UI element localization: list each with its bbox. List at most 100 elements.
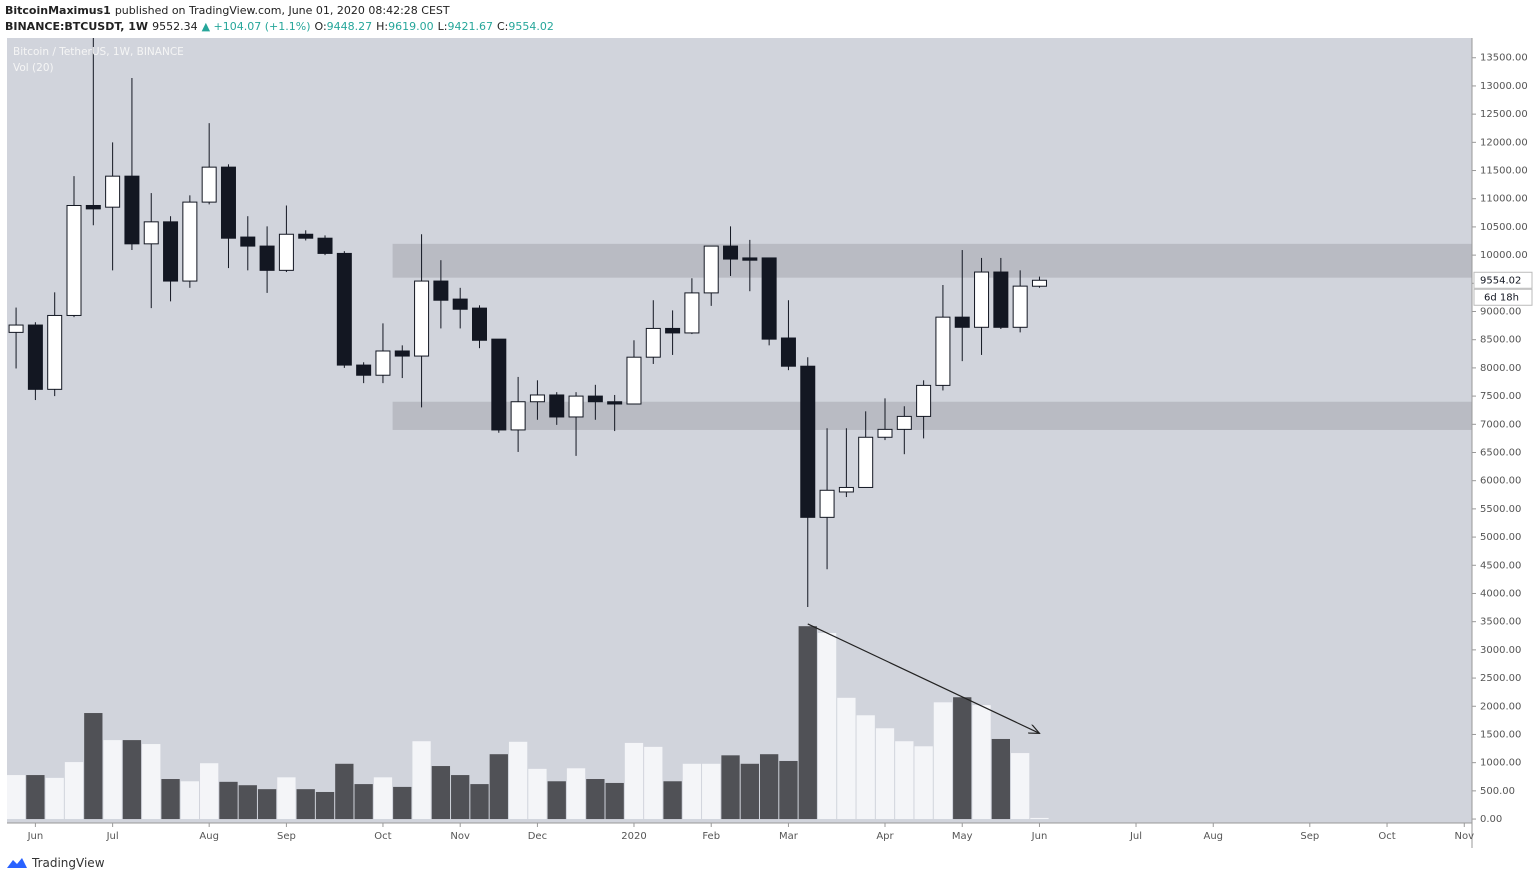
- x-tick-label: Jul: [106, 831, 119, 842]
- volume-bar: [296, 789, 315, 820]
- volume-bar: [740, 763, 759, 820]
- candle-body: [974, 271, 990, 328]
- candle-body: [317, 237, 333, 254]
- x-tick-label: Aug: [199, 831, 219, 842]
- volume-bar: [7, 775, 26, 820]
- logo: [7, 858, 27, 868]
- published: published on TradingView.com, June 01, 2…: [114, 4, 450, 17]
- last-price-label: 9554.02: [1480, 275, 1521, 286]
- volume-bar: [682, 763, 702, 820]
- x-tick-label: Aug: [1203, 831, 1223, 842]
- header-line-1: BitcoinMaximus1 published on TradingView.…: [5, 3, 558, 19]
- l-label: L:: [437, 20, 448, 33]
- x-tick-label: Nov: [450, 831, 470, 842]
- candle-body: [433, 280, 449, 301]
- volume-bar: [817, 632, 837, 820]
- volume-bar: [1011, 753, 1030, 820]
- o-label: O:: [314, 20, 327, 33]
- volume-bar: [161, 779, 180, 820]
- volume-bar: [103, 740, 122, 820]
- candle-body: [259, 245, 275, 271]
- candle-body: [684, 292, 700, 334]
- last-price-box: [1473, 271, 1533, 289]
- x-tick-label: Sep: [1300, 831, 1319, 842]
- countdown: 6d 18h: [1484, 292, 1519, 303]
- change: ▲ +104.07 (+1.1%): [201, 20, 311, 33]
- candle-body: [819, 489, 835, 518]
- volume-bar: [489, 754, 508, 820]
- candle-body: [896, 415, 912, 430]
- volume-bar: [200, 763, 219, 820]
- x-tick-label: May: [952, 831, 973, 842]
- volume-bar: [972, 705, 991, 820]
- volume-bar: [721, 755, 740, 820]
- y-tick-label: 11500.00: [1480, 166, 1528, 177]
- volume-bar: [393, 786, 412, 820]
- y-tick-label: 5000.00: [1480, 532, 1521, 543]
- y-tick-label: 2000.00: [1480, 701, 1521, 712]
- x-tick-label: Jun: [27, 831, 44, 842]
- candle-body: [66, 204, 82, 316]
- volume-bar: [663, 781, 682, 820]
- candle-body: [491, 338, 507, 431]
- o-value: 9448.27: [326, 20, 373, 33]
- x-tick-label: Jun: [1031, 831, 1048, 842]
- candle-body: [568, 395, 584, 418]
- volume-bar: [451, 775, 470, 820]
- volume-bar: [122, 740, 142, 820]
- y-tick-label: 13500.00: [1480, 53, 1528, 64]
- candle-body: [298, 233, 314, 239]
- chart: Bitcoin / TetherUS, 1W, BINANCE Vol (20)…: [7, 38, 1533, 848]
- candle-body: [645, 327, 661, 358]
- candle-body: [471, 307, 487, 341]
- candle-body: [761, 257, 777, 340]
- y-tick-label: 10000.00: [1480, 250, 1528, 261]
- candle-body: [8, 324, 24, 333]
- candle-body: [375, 350, 391, 376]
- candle-body: [858, 436, 874, 488]
- y-tick-label: 9000.00: [1480, 307, 1521, 318]
- candle-body: [336, 252, 352, 366]
- candle-body: [549, 394, 565, 418]
- volume-bar: [798, 626, 817, 820]
- x-tick-label: Mar: [779, 831, 799, 842]
- candle-body: [201, 166, 217, 203]
- candle-body: [1031, 279, 1047, 287]
- y-tick-label: 13000.00: [1480, 81, 1528, 92]
- volume-bar: [702, 763, 721, 820]
- y-tick-label: 3500.00: [1480, 617, 1521, 628]
- y-tick-label: 500.00: [1480, 786, 1515, 797]
- candle-body: [954, 316, 970, 328]
- volume-bar: [45, 777, 64, 820]
- volume-bar: [84, 713, 103, 820]
- x-tick-label: Oct: [374, 831, 391, 842]
- header-line-2: BINANCE:BTCUSDT, 1W 9552.34 ▲ +104.07 (+1.…: [5, 19, 558, 35]
- candle-body: [993, 271, 1009, 328]
- c-value: 9554.02: [508, 20, 554, 33]
- volume-bar: [26, 775, 45, 820]
- candle-body: [703, 245, 719, 294]
- y-tick-label: 8500.00: [1480, 335, 1521, 346]
- x-tick-label: Dec: [528, 831, 547, 842]
- volume-bar: [373, 777, 393, 820]
- candle-body: [510, 401, 526, 431]
- plot-background: [7, 38, 1472, 823]
- author[interactable]: BitcoinMaximus1: [5, 4, 111, 17]
- x-tick-label: Nov: [1455, 831, 1475, 842]
- volume-bar: [277, 777, 296, 820]
- x-tick-label: 2020: [621, 831, 646, 842]
- candle-body: [356, 364, 372, 376]
- header: BitcoinMaximus1 published on TradingView.…: [5, 3, 558, 35]
- volume-bar: [644, 746, 663, 820]
- candle-body: [626, 356, 642, 405]
- y-tick-label: 8000.00: [1480, 363, 1521, 374]
- symbol: BINANCE:BTCUSDT, 1W: [5, 20, 149, 33]
- candle-body: [163, 221, 179, 282]
- trendline: [807, 623, 1040, 733]
- chart-title: Bitcoin / TetherUS, 1W, BINANCE: [13, 46, 184, 58]
- y-tick-label: 3000.00: [1480, 645, 1521, 656]
- volume-bar: [586, 779, 605, 820]
- candle-body: [124, 175, 140, 245]
- volume-bar: [238, 785, 257, 820]
